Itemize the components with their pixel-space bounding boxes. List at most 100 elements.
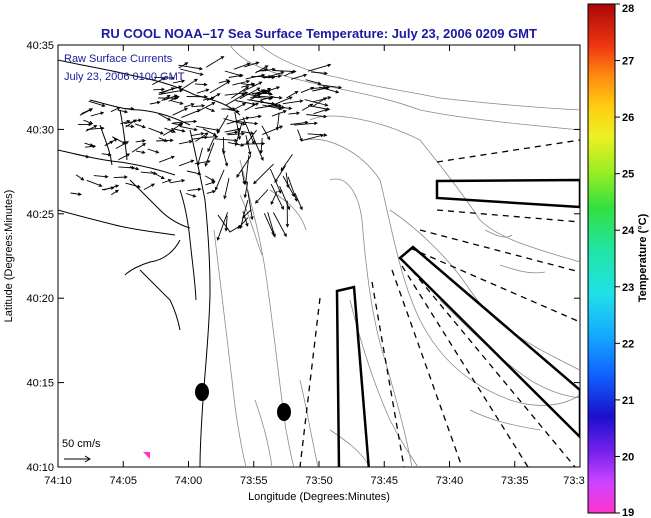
current-vector <box>171 122 184 131</box>
current-vector <box>124 118 143 125</box>
current-vector <box>104 140 114 147</box>
current-vector <box>147 148 160 154</box>
current-vector <box>275 112 280 131</box>
colorbar-ticks: 28 27 26 25 24 23 22 21 20 19 <box>615 3 635 518</box>
colorbar-tick-label: 19 <box>622 507 634 518</box>
y-axis-ticks: 40:35 40:30 40:25 40:20 40:15 40:10 <box>26 40 580 474</box>
current-vector <box>123 107 135 111</box>
current-vector <box>290 120 309 125</box>
station-marker-1 <box>195 383 209 401</box>
current-vector <box>186 95 208 99</box>
y-tick-label: 40:15 <box>26 378 54 390</box>
current-vector <box>240 83 256 87</box>
current-vector <box>183 103 195 108</box>
current-vector <box>274 96 293 105</box>
current-vector <box>206 93 221 101</box>
current-vector <box>88 100 106 108</box>
current-vector <box>242 81 263 92</box>
scale-arrow <box>64 455 91 463</box>
current-vector <box>179 68 204 76</box>
y-tick-label: 40:30 <box>26 124 54 136</box>
current-vector <box>153 87 166 92</box>
current-vector <box>149 100 161 105</box>
current-vector <box>204 142 215 167</box>
current-vector <box>206 190 216 194</box>
current-vector <box>255 65 269 74</box>
current-vector <box>216 114 229 134</box>
legend-line-1: Raw Surface Currents <box>64 53 173 65</box>
current-vector <box>187 187 202 192</box>
current-vector <box>172 107 189 116</box>
current-vector <box>218 79 230 84</box>
current-vector <box>242 211 249 227</box>
current-vector <box>70 192 82 196</box>
current-vector <box>196 102 216 113</box>
current-vector <box>216 212 229 241</box>
x-tick-label: 74:10 <box>44 475 72 487</box>
x-tick-label: 73:55 <box>240 475 268 487</box>
current-vector <box>73 153 90 159</box>
x-tick-label: 73:35 <box>501 475 529 487</box>
current-vector <box>234 111 242 141</box>
current-vector <box>90 111 105 117</box>
current-vector <box>101 152 112 157</box>
current-vector <box>270 183 284 210</box>
current-vector <box>287 176 298 202</box>
current-vector <box>110 189 119 196</box>
current-vector <box>305 79 322 85</box>
current-vector <box>311 85 328 90</box>
current-vector <box>286 90 299 99</box>
current-vector <box>231 86 250 99</box>
current-vector <box>161 179 172 184</box>
current-vector <box>263 71 285 79</box>
track-polygon-diagonal <box>398 245 580 439</box>
current-vector <box>288 111 301 115</box>
current-vector <box>148 127 164 135</box>
current-vector <box>196 147 203 167</box>
current-vector <box>179 126 198 132</box>
current-vector <box>143 183 155 190</box>
current-vector <box>300 133 325 142</box>
current-vector <box>75 174 85 181</box>
current-vector <box>273 69 297 74</box>
current-vector <box>168 96 180 102</box>
current-vector <box>232 79 251 86</box>
current-vector <box>179 159 195 167</box>
y-tick-label: 40:35 <box>26 40 54 52</box>
current-vector <box>245 73 266 80</box>
x-axis-label: Longitude (Degrees:Minutes) <box>248 491 390 503</box>
current-vector <box>207 138 215 153</box>
colorbar-tick-label: 27 <box>622 56 634 68</box>
current-vector <box>178 139 193 145</box>
current-vector <box>226 130 239 135</box>
current-vector <box>227 108 240 113</box>
current-vector <box>318 84 343 90</box>
current-vector <box>285 200 290 228</box>
current-vector <box>263 213 275 236</box>
coastline <box>58 59 241 467</box>
current-vector <box>113 175 128 179</box>
track-polygon-center <box>335 285 371 467</box>
current-vector <box>191 135 209 140</box>
current-vector <box>254 189 269 204</box>
current-vector <box>205 180 216 186</box>
current-vector <box>101 186 115 191</box>
chart-title: RU COOL NOAA–17 Sea Surface Temperature:… <box>101 26 537 41</box>
current-vector <box>239 87 261 100</box>
current-vector <box>249 114 262 119</box>
current-vector <box>269 168 282 194</box>
current-vector <box>261 125 271 141</box>
colorbar-label: Temperature (°C) <box>637 213 649 302</box>
current-vector <box>118 153 131 161</box>
current-vector <box>251 134 264 162</box>
colorbar-tick-label: 20 <box>622 451 634 463</box>
current-vector <box>150 171 165 179</box>
current-vector <box>245 135 252 156</box>
colorbar-tick-label: 28 <box>622 3 634 15</box>
colorbar-tick-label: 22 <box>622 338 634 350</box>
current-vector <box>273 212 287 238</box>
current-vector <box>205 56 225 68</box>
current-vector <box>241 169 246 186</box>
current-vector <box>135 139 147 143</box>
current-vector <box>195 132 209 142</box>
